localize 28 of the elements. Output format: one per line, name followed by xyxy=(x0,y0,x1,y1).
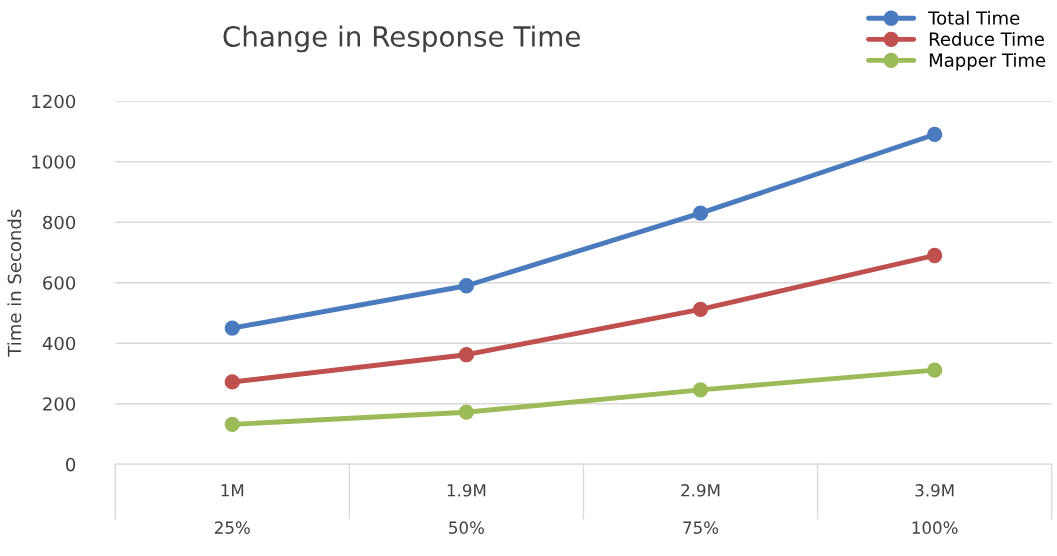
category-label: 1.9M 50% xyxy=(447,484,486,534)
category-label: 3.9M 100% xyxy=(912,484,958,534)
category-label: 1M 25% xyxy=(214,484,250,534)
point xyxy=(224,320,240,336)
point xyxy=(692,382,709,398)
y-tick-label: 600 xyxy=(43,276,76,290)
point xyxy=(692,205,709,221)
y-tick-label: 200 xyxy=(43,397,76,411)
legend-label: Reduce Time xyxy=(929,31,1044,46)
point xyxy=(224,416,240,432)
point xyxy=(458,278,475,294)
y-tick-label: 400 xyxy=(42,336,76,351)
category-label: 2.9M 75% xyxy=(681,484,720,534)
y-tick-label: 1000 xyxy=(32,155,76,169)
point xyxy=(458,404,475,420)
y-tick-label: 800 xyxy=(43,215,76,230)
y-axis-title: Time in Seconds xyxy=(7,209,22,357)
point xyxy=(692,301,709,317)
y-tick-label: 0 xyxy=(66,457,76,472)
legend-label: Total Time xyxy=(928,10,1020,25)
chart-title: Change in Response Time xyxy=(223,25,580,53)
legend-label: Mapper Time xyxy=(929,53,1046,71)
point xyxy=(927,247,943,264)
point xyxy=(224,374,240,390)
point xyxy=(927,362,943,378)
point xyxy=(458,347,475,363)
point xyxy=(927,126,943,143)
y-tick-label: 1200 xyxy=(32,94,76,109)
